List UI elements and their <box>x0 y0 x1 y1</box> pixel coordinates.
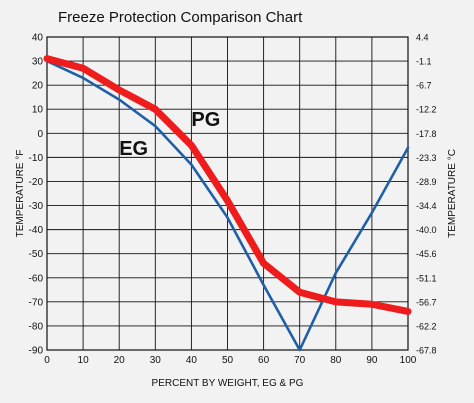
chart-title: Freeze Protection Comparison Chart <box>58 9 303 26</box>
y-tick-label-left: -80 <box>29 321 44 332</box>
x-tick-label: 20 <box>114 355 126 366</box>
series-line-eg <box>45 59 410 352</box>
x-tick-label: 60 <box>258 355 270 366</box>
x-tick-label: 0 <box>44 355 50 366</box>
y-tick-label-right: -56.7 <box>416 297 437 307</box>
x-tick-label: 30 <box>150 355 162 366</box>
x-tick-label: 70 <box>294 355 306 366</box>
y-tick-label-right: 4.4 <box>416 33 429 43</box>
y-tick-label-left: 30 <box>32 57 44 68</box>
x-tick-label: 80 <box>330 355 342 366</box>
y-tick-label-left: 0 <box>37 129 43 140</box>
y-tick-label-right: -45.6 <box>416 249 437 259</box>
y-tick-label-right: -17.8 <box>416 129 437 139</box>
series-line-pg <box>43 55 412 315</box>
series-label-eg: EG <box>119 138 148 160</box>
y-axis-label-left: TEMPERATURE °F <box>15 150 26 238</box>
y-tick-label-right: -1.1 <box>416 57 432 67</box>
y-tick-label-left: -90 <box>29 346 44 357</box>
y-tick-label-right: -34.4 <box>416 201 437 211</box>
y-tick-label-left: -70 <box>29 297 44 308</box>
y-tick-label-right: -12.2 <box>416 105 437 115</box>
x-tick-label: 100 <box>400 355 417 366</box>
series-label-pg: PG <box>191 109 220 131</box>
y-tick-label-left: -50 <box>29 249 44 260</box>
y-tick-label-left: 10 <box>32 105 44 116</box>
y-tick-label-left: -20 <box>29 177 44 188</box>
y-tick-label-right: -23.3 <box>416 153 437 163</box>
y-tick-label-left: -10 <box>29 153 44 164</box>
y-tick-label-left: 20 <box>32 81 44 92</box>
y-tick-label-right: -40.0 <box>416 225 437 235</box>
x-tick-label: 50 <box>222 355 234 366</box>
y-tick-label-right: -6.7 <box>416 81 432 91</box>
y-tick-label-left: 40 <box>32 33 44 44</box>
y-tick-label-left: -40 <box>29 225 44 236</box>
y-tick-label-right: -62.2 <box>416 321 437 331</box>
x-tick-label: 90 <box>366 355 378 366</box>
plot-area <box>46 36 409 351</box>
series-lines <box>43 55 412 352</box>
y-tick-label-left: -60 <box>29 273 44 284</box>
x-tick-label: 40 <box>186 355 198 366</box>
y-tick-label-right: -51.1 <box>416 273 437 283</box>
x-tick-label: 10 <box>78 355 90 366</box>
y-axis-label-right: TEMPERATURE °C <box>447 149 458 238</box>
y-tick-label-left: -30 <box>29 201 44 212</box>
x-axis-label: PERCENT BY WEIGHT, EG & PG <box>152 378 304 389</box>
y-tick-label-right: -28.9 <box>416 177 437 187</box>
y-tick-label-right: -67.8 <box>416 346 437 356</box>
